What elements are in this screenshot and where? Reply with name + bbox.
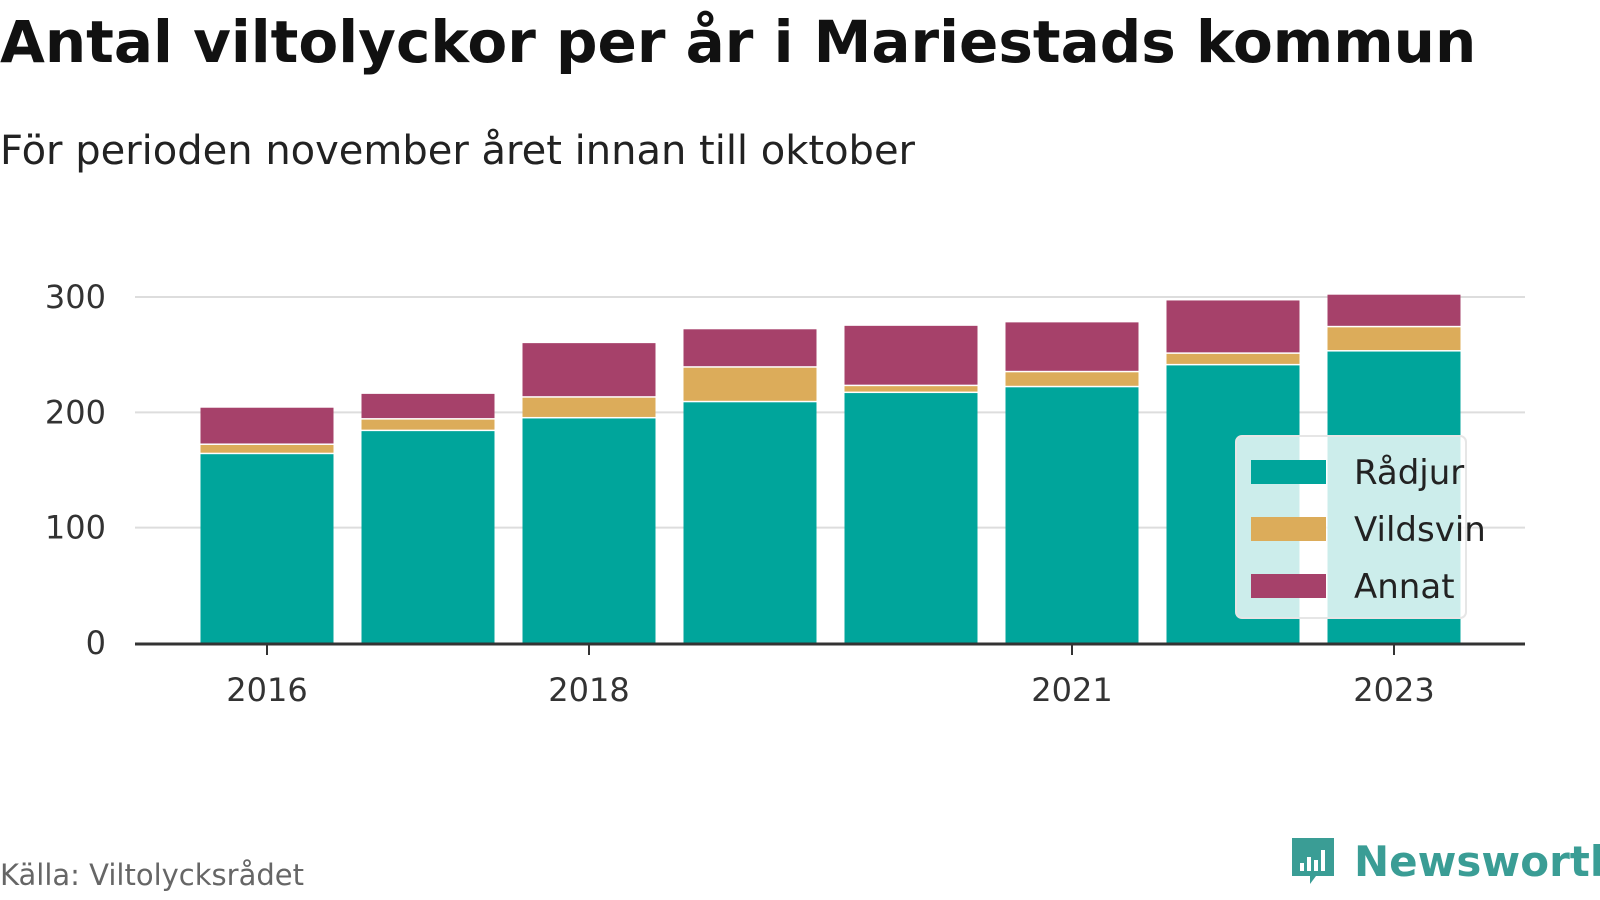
bar-vildsvin-2021 [1005,370,1139,386]
bar-vildsvin-2023 [1327,325,1461,351]
bar-annat-2020 [844,325,978,385]
legend-label: Vildsvin [1354,510,1486,550]
bar-segment-separator [200,451,334,455]
bar-annat-2018 [522,343,656,397]
bar-vildsvin-2016 [200,443,334,453]
bar-vildsvin-2019 [683,366,817,401]
bar-segment-separator [1327,324,1461,328]
bar-r-djur-2018 [522,416,656,643]
bar-r-djur-2021 [1005,385,1139,643]
bar-annat-2023 [1327,294,1461,326]
bar-r-djur-2017 [361,429,495,643]
legend-label: Annat [1354,567,1455,607]
legend-swatch-r-djur [1251,460,1326,484]
bar-annat-2017 [361,393,495,419]
source-note: Källa: Viltolycksrådet [0,858,304,892]
legend-swatch-annat [1251,574,1326,598]
stacked-bar-chart: 0 100 200 300 2016 2018 2021 2023 Rådjur Vildsvi… [45,278,1525,709]
y-tick-label: 300 [45,278,106,316]
bar-vildsvin-2018 [522,396,656,417]
bar-annat-2021 [1005,322,1139,371]
bar-r-djur-2016 [200,452,334,643]
x-tick-label: 2021 [1031,671,1112,709]
bar-vildsvin-2022 [1166,352,1300,364]
y-tick-label: 0 [86,624,106,662]
legend-label: Rådjur [1354,453,1464,493]
bar-r-djur-2020 [844,391,978,643]
bar-r-djur-2019 [683,400,817,643]
x-tick-label: 2016 [226,671,307,709]
bar-annat-2022 [1166,300,1300,353]
bars [200,294,1461,643]
x-tick-label: 2023 [1353,671,1434,709]
newsworthy-logo-icon [1292,838,1334,884]
axes: 0 100 200 300 2016 2018 2021 2023 [45,278,1525,709]
legend: Rådjur Vildsvin Annat [1235,435,1486,619]
chart-subtitle: För perioden november året innan till ok… [0,128,915,174]
brand-logo: Newsworthy [1288,836,1600,886]
x-tick-label: 2018 [548,671,629,709]
y-tick-label: 200 [45,393,106,431]
bar-vildsvin-2017 [361,418,495,430]
y-tick-label: 100 [45,509,106,547]
legend-swatch-vildsvin [1251,517,1326,541]
chart-title: Antal viltolyckor per år i Mariestads ko… [0,8,1477,76]
brand-name: Newsworthy [1354,836,1600,886]
bar-vildsvin-2020 [844,384,978,392]
bar-annat-2016 [200,407,334,444]
bar-annat-2019 [683,329,817,367]
bar-segment-separator [1166,362,1300,366]
